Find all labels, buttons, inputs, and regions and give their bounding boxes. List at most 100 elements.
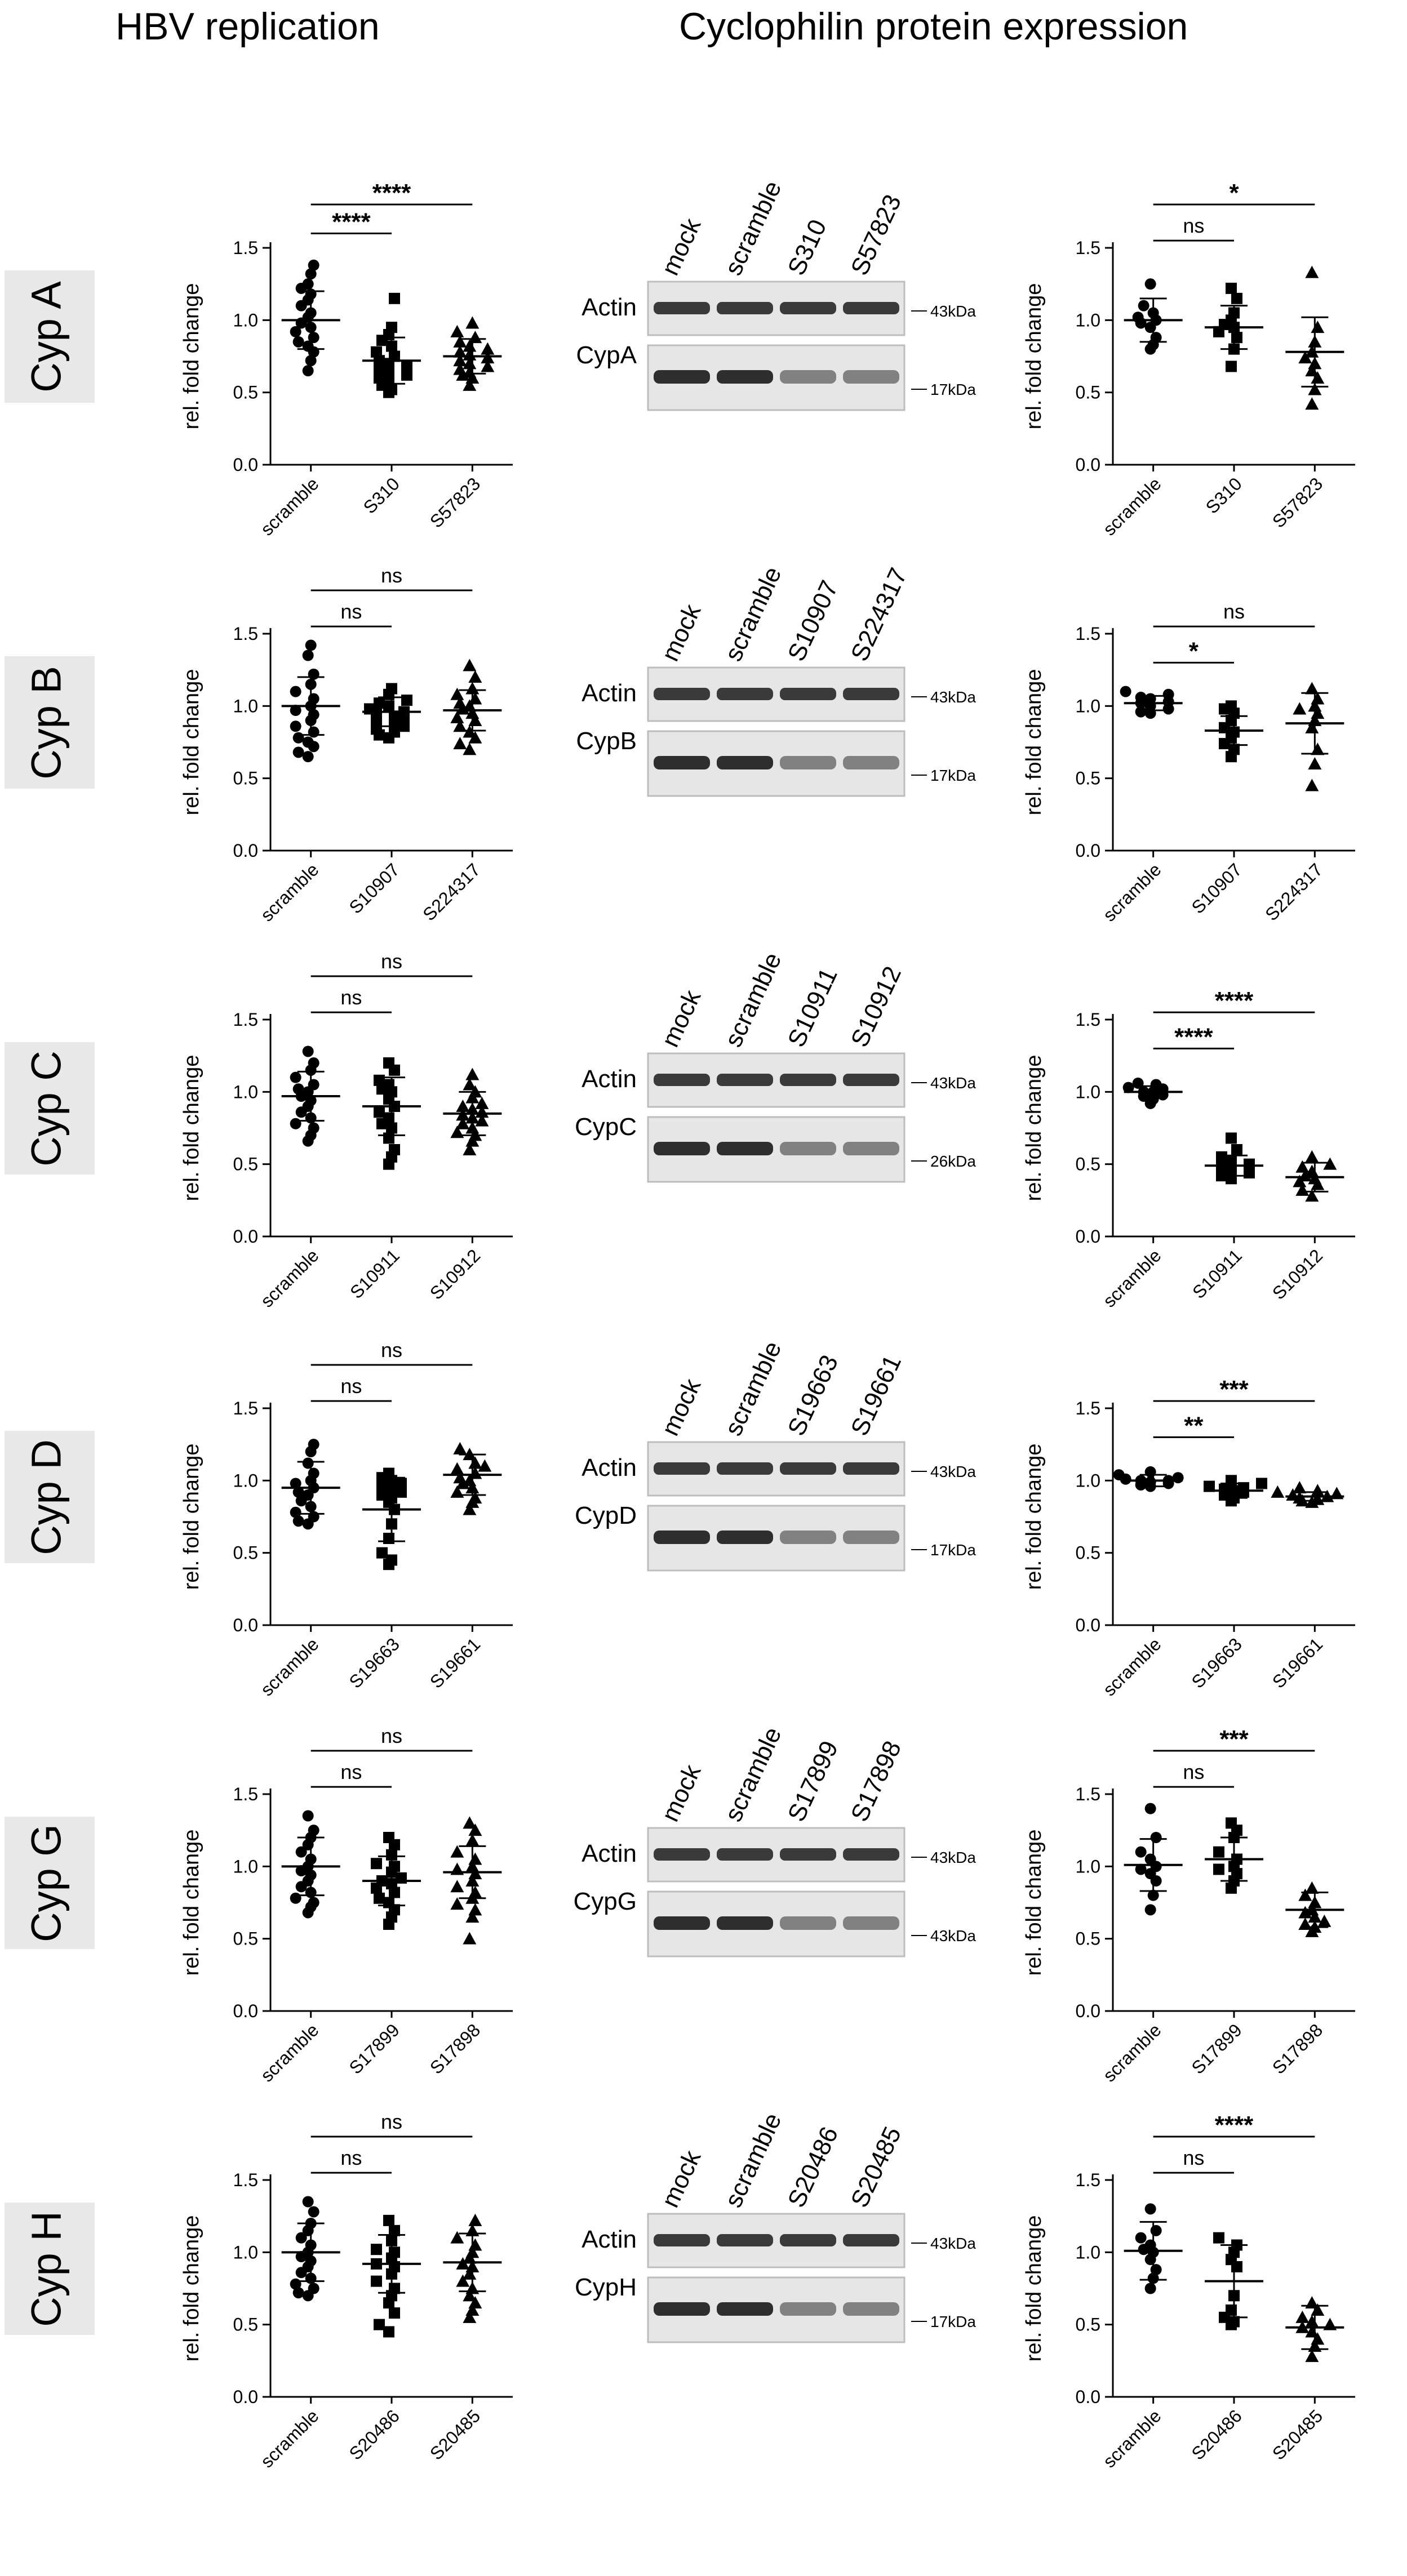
blot-target-band	[717, 1916, 773, 1930]
prot-2-ylabel: rel. fold change	[1022, 1055, 1046, 1202]
hbv-3-point	[308, 1439, 319, 1451]
hbv-5-point	[371, 2275, 382, 2287]
blot-target-band	[780, 1142, 836, 1155]
hbv-0-ytick-label: 0.5	[233, 382, 258, 403]
row-label-5: Cyp H	[5, 2203, 95, 2335]
prot-4-point	[1135, 1863, 1147, 1875]
blot-actin-band	[843, 1074, 899, 1086]
hbv-4-xtick-label: S17899	[345, 2019, 403, 2077]
blot-lane-label: scramble	[720, 563, 787, 665]
blot-target-band	[654, 1531, 710, 1544]
hbv-0-point	[401, 369, 412, 381]
prot-1-ylabel: rel. fold change	[1022, 669, 1046, 816]
blot-marker-label: 26kDa	[930, 1153, 976, 1170]
prot-2-sig-label: ****	[1174, 1023, 1213, 1051]
blot-lane-label: S57823	[846, 190, 907, 279]
prot-1-point	[1293, 702, 1307, 715]
row-label-3: Cyp D	[5, 1431, 95, 1563]
prot-1-xtick-label: scramble	[1099, 859, 1165, 925]
hbv-0-point	[453, 362, 467, 375]
prot-3-xtick-label: S19663	[1187, 1634, 1245, 1692]
blot-actin-band	[654, 302, 710, 314]
prot-4-xtick-label: S17899	[1187, 2019, 1245, 2077]
blot-target-label: CypA	[576, 341, 637, 369]
prot-5-xtick-label: S20486	[1187, 2405, 1245, 2463]
hbv-0-xtick-label: S310	[359, 473, 403, 517]
hbv-4-point	[383, 1832, 394, 1843]
blot-target-label: CypD	[575, 1502, 637, 1529]
row-label-box	[5, 1042, 95, 1174]
hbv-1-point	[308, 693, 319, 705]
prot-5-point	[1144, 2239, 1156, 2251]
prot-1-ytick-label: 1.5	[1076, 624, 1100, 644]
prot-5-point	[1150, 2224, 1162, 2236]
hbv-4-point	[450, 1845, 464, 1858]
blot-target-band	[717, 1531, 773, 1544]
prot-2-xtick-label: scramble	[1099, 1245, 1165, 1311]
hbv-2-point	[308, 1122, 319, 1134]
blot-actin-band	[717, 1462, 773, 1475]
hbv-1-point	[386, 683, 397, 695]
prot-0-point	[1226, 361, 1237, 372]
prot-1-point	[1308, 757, 1322, 769]
hbv-2-point	[302, 1045, 314, 1057]
prot-0-xtick-label: S310	[1202, 473, 1246, 517]
hbv-0-xtick-label: scramble	[256, 473, 322, 539]
blot-target-band	[717, 1142, 773, 1155]
prot-5-point	[1213, 2232, 1224, 2244]
prot-3-ylabel: rel. fold change	[1022, 1444, 1046, 1590]
prot-5-point	[1295, 2310, 1310, 2323]
blot-lane-label: mock	[656, 985, 707, 1051]
hbv-1-plot: 0.0 0.5 1.0 1.5 rel. fold change scramble S109…	[180, 564, 513, 926]
hbv-0-point	[401, 361, 412, 372]
heading-hbv-replication: HBV replication	[116, 5, 380, 48]
hbv-3-sig-label: ns	[340, 1374, 362, 1398]
hbv-5-point	[383, 2326, 394, 2338]
hbv-0-xtick-label: S57823	[426, 473, 484, 531]
hbv-5-plot: 0.0 0.5 1.0 1.5 rel. fold change scramble S204…	[180, 2110, 513, 2472]
hbv-5-point	[389, 2246, 400, 2258]
hbv-0-point	[453, 345, 467, 358]
heading-cyclophilin-expression: Cyclophilin protein expression	[679, 5, 1188, 48]
prot-0-sig-label: *	[1229, 179, 1239, 207]
prot-2-sig-label: ****	[1215, 987, 1254, 1015]
blot-actin-label: Actin	[582, 1065, 637, 1093]
hbv-5-ylabel: rel. fold change	[180, 2215, 203, 2362]
hbv-1-point	[308, 726, 319, 738]
hbv-1-point	[292, 746, 304, 758]
blot-target-band	[717, 756, 773, 769]
hbv-1-ylabel: rel. fold change	[180, 669, 203, 816]
hbv-1-ytick-label: 1.0	[233, 696, 258, 716]
hbv-0-point	[453, 335, 467, 348]
hbv-3-point	[468, 1491, 482, 1504]
prot-2-ytick-label: 0.5	[1076, 1154, 1100, 1174]
prot-3-point	[1293, 1481, 1307, 1494]
prot-3-point	[1256, 1478, 1267, 1489]
blot-actin-band	[654, 2234, 710, 2246]
hbv-4-point	[302, 1810, 314, 1822]
prot-1-point	[1162, 688, 1174, 700]
blot-target-label: CypG	[574, 1888, 637, 1915]
blot-lane-label: scramble	[720, 949, 787, 1051]
hbv-3-point	[396, 1478, 407, 1489]
hbv-1-point	[463, 742, 477, 755]
hbv-1-point	[465, 682, 480, 695]
hbv-4-ytick-label: 1.5	[233, 1784, 258, 1804]
hbv-3-point	[376, 1547, 388, 1559]
prot-0-point	[1231, 292, 1242, 304]
hbv-1-ytick-label: 0.5	[233, 768, 258, 789]
prot-1-point	[1228, 744, 1240, 755]
blot-lane-label: mock	[656, 599, 707, 665]
prot-4-point	[1317, 1914, 1331, 1927]
prot-1-point	[1226, 700, 1237, 712]
hbv-5-ytick-label: 0.5	[233, 2315, 258, 2335]
hbv-0-plot: 0.0 0.5 1.0 1.5 rel. fold change scramble S310…	[180, 179, 513, 540]
prot-3-xtick-label: scramble	[1099, 1634, 1165, 1699]
hbv-4-point	[468, 1823, 482, 1836]
hbv-5-ytick-label: 1.0	[233, 2242, 258, 2262]
hbv-3-point	[292, 1486, 304, 1498]
row-label-0: Cyp A	[5, 270, 95, 403]
hbv-0-sig-label: ****	[332, 208, 371, 235]
